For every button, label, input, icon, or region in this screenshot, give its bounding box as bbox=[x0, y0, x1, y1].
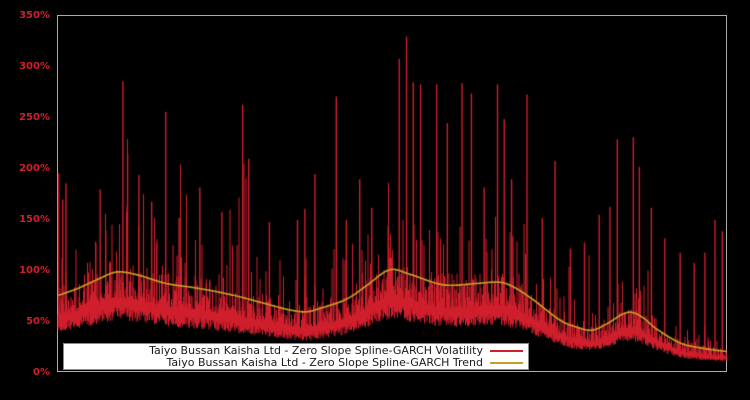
legend-label-volatility: Taiyo Bussan Kaisha Ltd - Zero Slope Spl… bbox=[149, 343, 483, 357]
y-tick-label: 200% bbox=[19, 163, 50, 174]
y-tick-label: 150% bbox=[19, 214, 50, 225]
legend-swatch-trend bbox=[490, 361, 523, 364]
y-tick-label: 250% bbox=[19, 112, 50, 123]
y-tick-label: 300% bbox=[19, 61, 50, 72]
y-tick-label: 350% bbox=[19, 10, 50, 21]
legend-label-trend: Taiyo Bussan Kaisha Ltd - Zero Slope Spl… bbox=[166, 355, 483, 369]
legend-swatch-volatility bbox=[490, 349, 523, 352]
y-tick-label: 50% bbox=[26, 316, 50, 327]
y-axis: 0% 50% 100% 150% 200% 250% 300% 350% bbox=[0, 0, 52, 400]
y-tick-label: 0% bbox=[33, 367, 50, 378]
y-tick-label: 100% bbox=[19, 265, 50, 276]
legend-item-trend: Taiyo Bussan Kaisha Ltd - Zero Slope Spl… bbox=[64, 355, 528, 369]
chart-legend: Taiyo Bussan Kaisha Ltd - Zero Slope Spl… bbox=[63, 343, 529, 370]
legend-item-volatility: Taiyo Bussan Kaisha Ltd - Zero Slope Spl… bbox=[64, 343, 528, 357]
